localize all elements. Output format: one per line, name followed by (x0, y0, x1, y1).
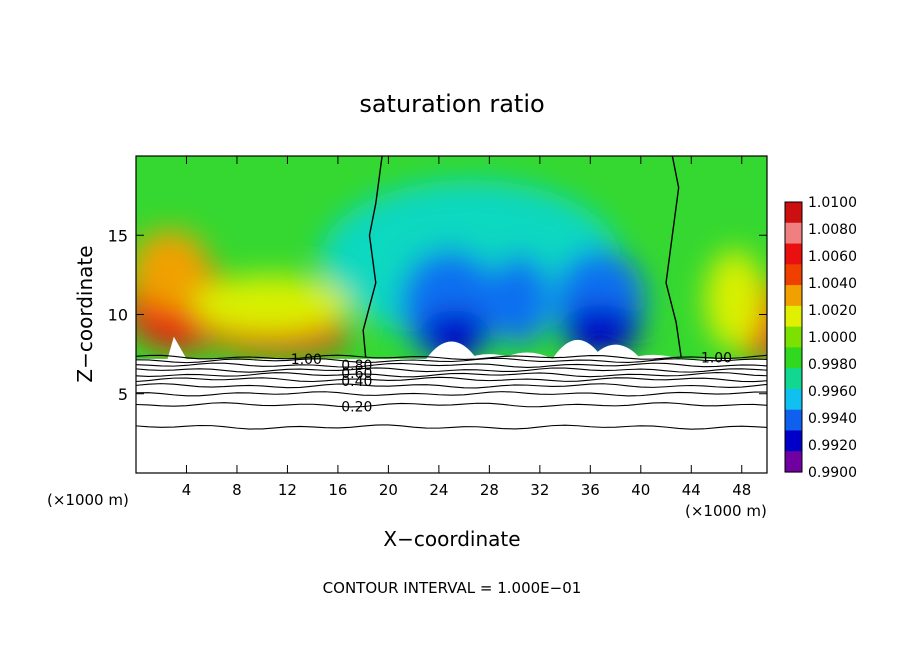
plot-area: 1.00 0.800.600.400.201.00 (125, 156, 790, 473)
colorbar-label: 0.9920 (808, 438, 857, 454)
colorbar-label: 0.9900 (808, 465, 857, 481)
colorbar-label: 0.9960 (808, 384, 857, 400)
colorbar-swatch (785, 389, 802, 410)
x-tick-label: 24 (429, 481, 448, 499)
x-tick-label: 16 (328, 481, 347, 499)
x-tick-label: 8 (232, 481, 242, 499)
x-tick-label: 36 (581, 481, 600, 499)
x-tick-label: 32 (530, 481, 549, 499)
y-tick-label: 15 (108, 226, 128, 245)
colorbar-swatch (785, 264, 802, 285)
colorbar-label: 1.0020 (808, 303, 857, 319)
x-tick-label: 40 (631, 481, 650, 499)
colorbar-swatch (785, 347, 802, 368)
colorbar-label: 1.0080 (808, 222, 857, 238)
y-tick-label: 10 (108, 306, 128, 325)
colorbar-swatch (785, 430, 802, 451)
x-tick-label: 12 (278, 481, 297, 499)
colorbar-swatch (785, 285, 802, 306)
chart-title: saturation ratio (359, 90, 544, 118)
x-tick-label: 4 (182, 481, 192, 499)
colorbar-label: 1.0100 (808, 195, 857, 211)
x-unit-left: (×1000 m) (47, 491, 129, 509)
colorbar-swatch (785, 244, 802, 265)
colorbar-label: 1.0060 (808, 249, 857, 265)
blob-blue2 (490, 255, 550, 345)
x-tick-label: 20 (379, 481, 398, 499)
x-tick-label: 44 (682, 481, 701, 499)
colorbar-swatch (785, 368, 802, 389)
contour-label: 0.20 (341, 399, 372, 415)
colorbar-swatch (785, 410, 802, 431)
colorbar-label: 0.9980 (808, 357, 857, 373)
colorbar-label: 1.0040 (808, 276, 857, 292)
colorbar-label: 1.0000 (808, 330, 857, 346)
x-tick-label: 48 (732, 481, 751, 499)
blob-yellow-right (705, 250, 765, 350)
contour-label: 0.40 (341, 374, 372, 390)
x-axis-label: X−coordinate (383, 527, 520, 551)
contour-label: 1.00 (701, 350, 732, 366)
x-tick-label: 28 (480, 481, 499, 499)
blob-yellow-mid (190, 275, 350, 335)
colorbar-swatch (785, 202, 802, 223)
contour-interval-note: CONTOUR INTERVAL = 1.000E−01 (323, 579, 582, 597)
y-axis-label: Z−coordinate (73, 245, 97, 382)
x-unit-right: (×1000 m) (685, 502, 767, 520)
colorbar: 1.0100 1.0080 1.0060 1.0040 1.0020 1.0000 0.99… (785, 195, 857, 481)
colorbar-swatch (785, 327, 802, 348)
colorbar-label: 0.9940 (808, 411, 857, 427)
y-tick-label: 5 (118, 385, 128, 404)
colorbar-swatch (785, 306, 802, 327)
colorbar-swatch (785, 451, 802, 472)
contour-label: 1.00 (291, 352, 322, 368)
colorbar-swatch (785, 223, 802, 244)
